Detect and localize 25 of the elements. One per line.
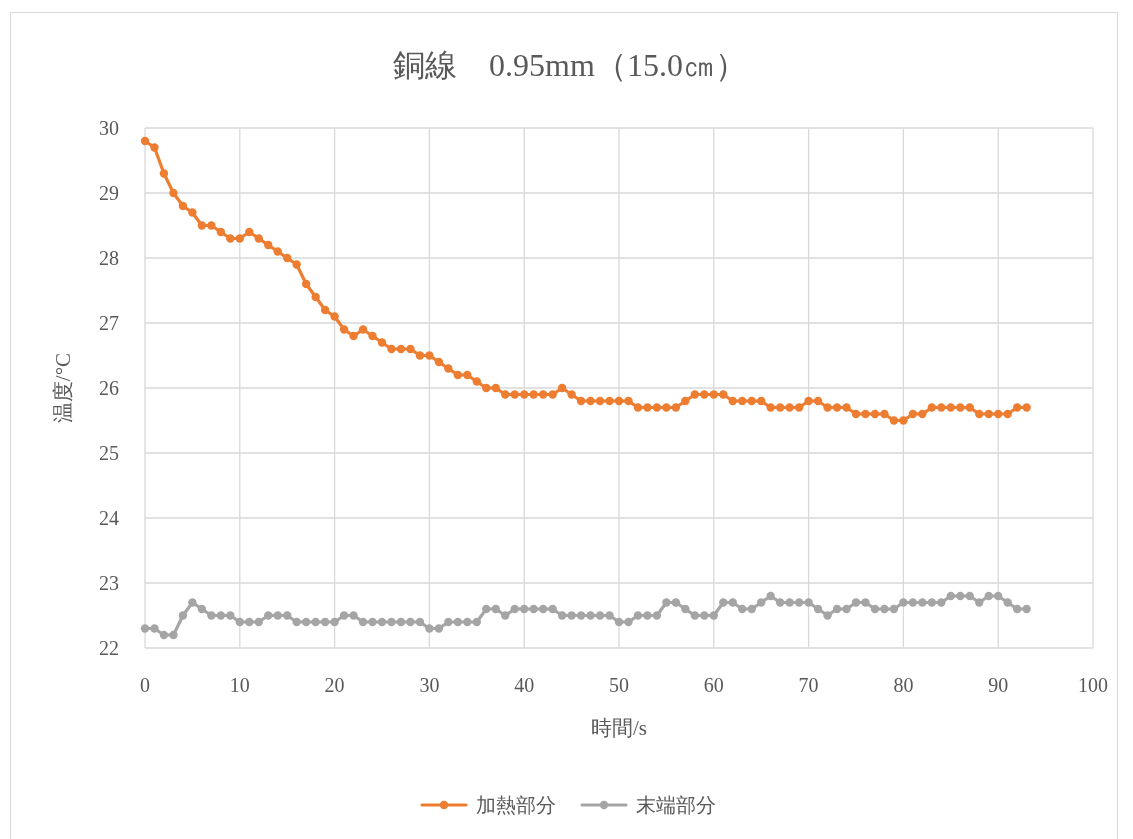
legend-label: 加熱部分 bbox=[476, 794, 556, 816]
y-tick-label: 24 bbox=[99, 507, 119, 529]
x-tick-label: 90 bbox=[988, 674, 1009, 696]
x-tick-label: 50 bbox=[609, 674, 629, 696]
x-tick-label: 60 bbox=[703, 674, 724, 696]
y-tick-label: 25 bbox=[99, 442, 119, 464]
x-tick-label: 80 bbox=[893, 674, 914, 696]
legend-label: 末端部分 bbox=[636, 794, 716, 816]
y-tick-label: 27 bbox=[99, 312, 119, 334]
chart-title: 銅線 0.95mm（15.0㎝） bbox=[393, 47, 747, 83]
y-tick-label: 23 bbox=[99, 572, 119, 594]
x-tick-label: 70 bbox=[798, 674, 819, 696]
y-tick-label: 22 bbox=[99, 637, 119, 659]
x-tick-label: 100 bbox=[1078, 674, 1108, 696]
y-axis-title: 温度/°C bbox=[51, 352, 75, 424]
y-tick-label: 30 bbox=[99, 117, 119, 139]
x-axis-title: 時間/s bbox=[590, 716, 648, 740]
x-tick-label: 40 bbox=[514, 674, 535, 696]
x-tick-label: 10 bbox=[229, 674, 250, 696]
x-tick-label: 0 bbox=[140, 674, 150, 696]
y-tick-label: 26 bbox=[99, 377, 119, 399]
y-tick-label: 28 bbox=[99, 247, 119, 269]
x-tick-label: 20 bbox=[324, 674, 345, 696]
y-tick-label: 29 bbox=[99, 182, 119, 204]
x-tick-label: 30 bbox=[419, 674, 440, 696]
